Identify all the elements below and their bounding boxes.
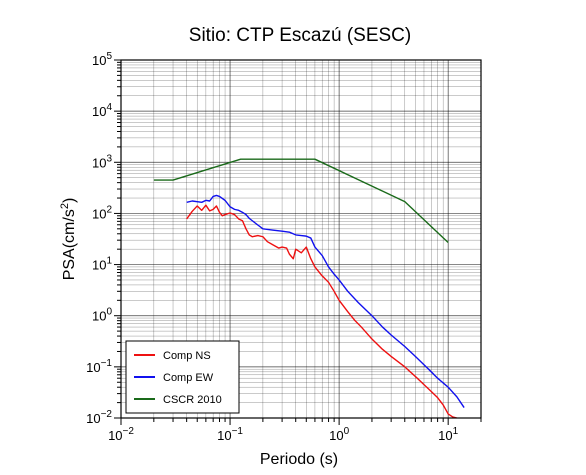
- y-tick-label: 101: [92, 256, 112, 273]
- y-axis-label: PSA(cm/s2): [59, 198, 78, 281]
- chart-title: Sitio: CTP Escazú (SESC): [189, 25, 411, 46]
- x-tick-labels: 10−2 10−1 100 101: [108, 426, 459, 443]
- x-tick-label: 10−1: [217, 426, 243, 443]
- series-line-comp-ns: [186, 204, 457, 419]
- legend-items: Comp NS Comp EW CSCR 2010: [134, 350, 222, 406]
- tick-marks: [114, 59, 482, 425]
- x-axis-label: Periodo (s): [260, 451, 338, 468]
- legend-label: Comp NS: [163, 350, 211, 362]
- y-tick-label: 103: [92, 153, 112, 170]
- series-line-comp-ew: [186, 194, 465, 408]
- series-line-cscr-2010: [153, 158, 449, 244]
- x-tick-label: 101: [438, 426, 458, 443]
- x-tick-label: 100: [329, 426, 349, 443]
- grid: [120, 59, 482, 419]
- x-tick-label: 10−2: [108, 426, 134, 443]
- y-tick-label: 100: [92, 307, 112, 324]
- y-axis-label-close: ): [61, 198, 78, 203]
- y-tick-label: 10−1: [86, 358, 112, 375]
- legend-label: CSCR 2010: [163, 394, 222, 406]
- y-tick-label: 102: [92, 204, 112, 221]
- y-axis-label-base: PSA(cm/s: [61, 209, 78, 280]
- y-tick-label: 105: [92, 51, 112, 68]
- plot-frame: [120, 59, 482, 419]
- y-tick-labels: 10−2 10−1 100 101 102 103 104 105: [86, 51, 112, 426]
- y-axis-label-sup: 2: [59, 203, 71, 209]
- y-tick-label: 104: [92, 102, 112, 119]
- series-group: [153, 158, 465, 419]
- y-tick-label: 10−2: [86, 409, 112, 426]
- legend-label: Comp EW: [163, 372, 214, 384]
- legend: Comp NS Comp EW CSCR 2010: [125, 340, 240, 414]
